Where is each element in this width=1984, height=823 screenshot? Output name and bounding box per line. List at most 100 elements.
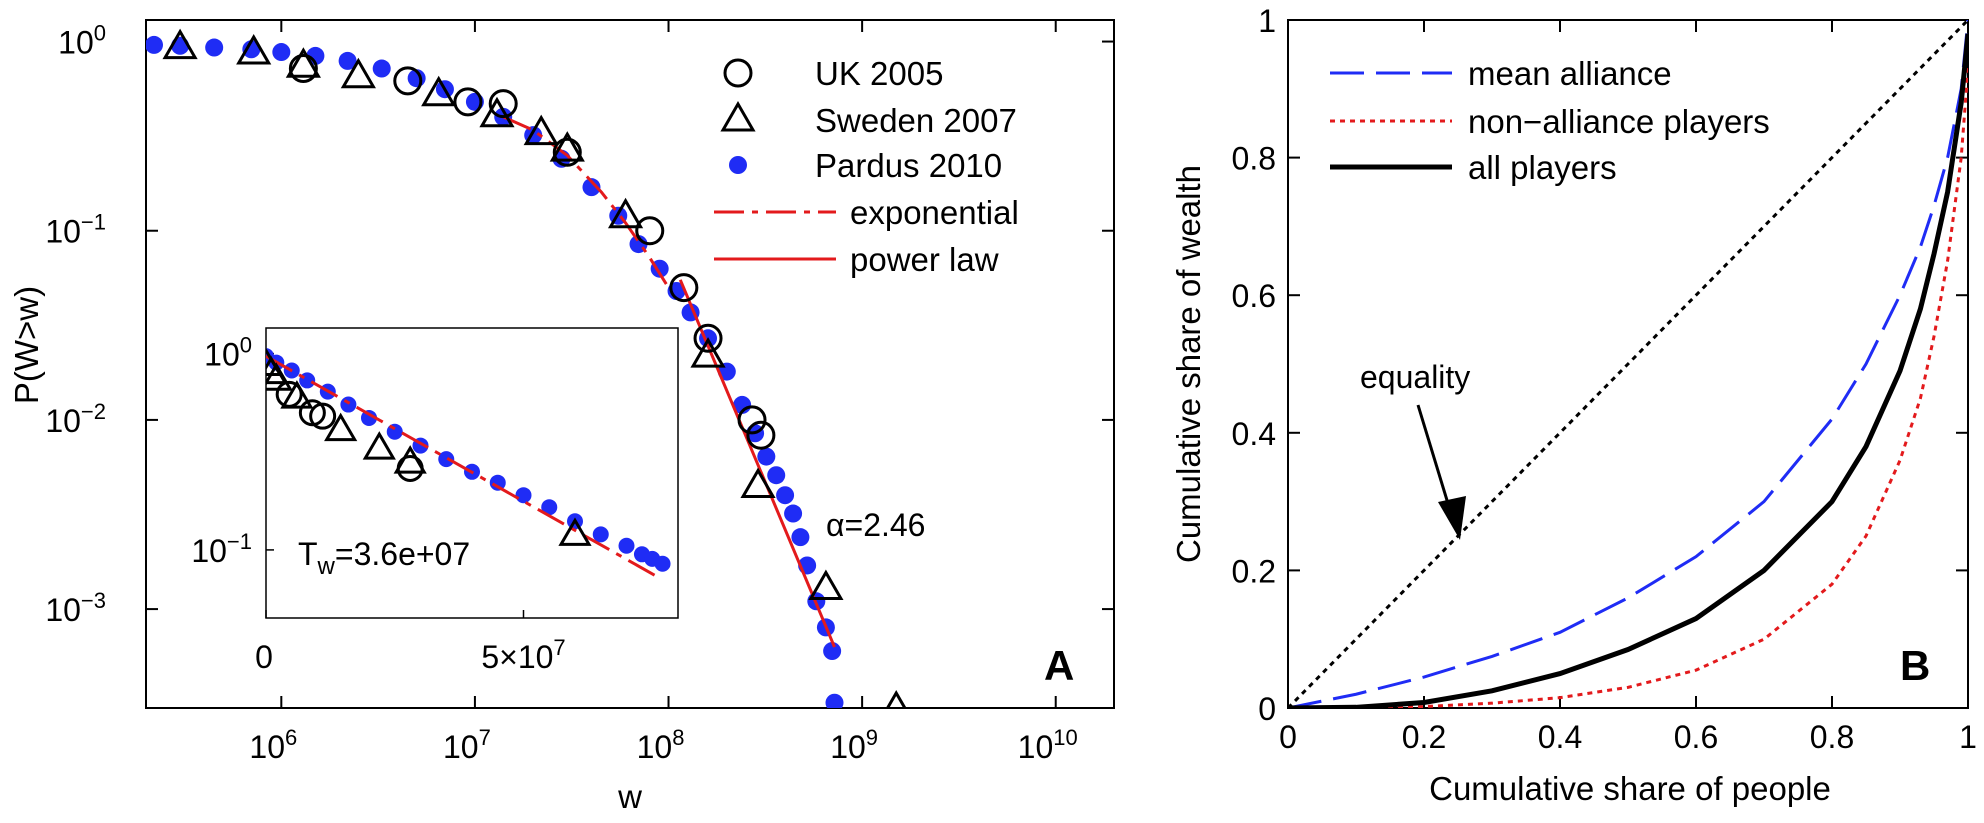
- x-tick-label: 108: [637, 725, 685, 765]
- legend-label-pardus-2010: Pardus 2010: [815, 147, 1002, 184]
- panel-a-legend: UK 2005 Sweden 2007 Pardus 2010 exponent…: [714, 55, 1019, 278]
- b-x-tick-label: 0.6: [1674, 719, 1718, 755]
- inset-y-tick-label: 100: [204, 333, 252, 373]
- x-tick-label: 106: [249, 725, 297, 765]
- uk-2005-point: [746, 420, 776, 450]
- sweden-2007-point: [808, 569, 844, 601]
- inset-pardus-point: [340, 396, 357, 413]
- uk-2005-point: [488, 89, 518, 119]
- mean-alliance-line: [1288, 20, 1968, 708]
- legend-label-power-law: power law: [850, 241, 999, 278]
- panel-a-ticks: 106 107 108 109 1010 100 10−1 10−2 10−3: [45, 20, 1114, 765]
- uk-2005-point: [737, 405, 767, 435]
- legend-label-all-players: all players: [1468, 149, 1617, 186]
- uk-2005-point: [552, 137, 582, 167]
- inset-pardus-point: [592, 526, 609, 543]
- sweden-2007-point: [523, 114, 559, 146]
- pardus-2010-point: [823, 642, 842, 661]
- inset-ticks: 0 5×107 100 10−1: [191, 333, 565, 675]
- y-tick-label: 10−3: [45, 588, 106, 628]
- sweden-2007-point: [740, 467, 776, 499]
- panel-b: 0 0.2 0.4 0.6 0.8 1 0 0.2 0.4 0.6 0.8 1 Cumulative …: [1170, 3, 1977, 807]
- legend-label-uk-2005: UK 2005: [815, 55, 943, 92]
- panel-b-label: B: [1900, 642, 1930, 689]
- panel-b-ticks: 0 0.2 0.4 0.6 0.8 1 0 0.2 0.4 0.6 0.8 1: [1232, 3, 1977, 755]
- panel-a-label: A: [1044, 642, 1074, 689]
- sweden-2007-point: [421, 75, 457, 107]
- y-tick-label: 100: [58, 21, 106, 61]
- b-y-tick-label: 0.8: [1232, 141, 1276, 177]
- x-tick-label: 1010: [1018, 725, 1078, 765]
- pardus-2010-point: [791, 528, 810, 547]
- b-y-tick-label: 1: [1258, 3, 1276, 39]
- non-alliance-players-line: [1288, 68, 1968, 708]
- b-y-tick-label: 0.2: [1232, 553, 1276, 589]
- all-players-line: [1288, 33, 1968, 708]
- inset-pardus-point: [386, 423, 403, 440]
- inset-pardus-point: [489, 474, 506, 491]
- b-x-tick-label: 0: [1279, 719, 1297, 755]
- inset-pardus-point: [438, 451, 455, 468]
- uk-2005-point: [669, 273, 699, 303]
- uk-2005-point: [635, 216, 665, 246]
- inset-exponential-line: [266, 354, 659, 579]
- panel-a: 106 107 108 109 1010 100 10−1 10−2 10−3 w P(W>w)…: [8, 19, 1115, 815]
- sweden-2007-point: [885, 689, 907, 708]
- uk-2005-point: [693, 323, 723, 353]
- sweden-2007-point: [690, 337, 726, 368]
- sweden-2007-point: [479, 96, 515, 128]
- pardus-2010-point: [242, 40, 261, 59]
- panel-a-axes: [145, 19, 1115, 709]
- equality-annotation: equality: [1360, 359, 1470, 395]
- inset-x-tick-label: 0: [255, 639, 273, 675]
- inset-pardus-point: [515, 487, 532, 504]
- legend-marker-pardus-2010: [729, 156, 747, 174]
- inset-x-tick-label: 5×107: [481, 635, 565, 675]
- x-tick-label: 109: [830, 725, 878, 765]
- inset-sweden-point: [393, 445, 427, 474]
- y-tick-label: 10−2: [45, 399, 106, 439]
- inset-sweden-point: [266, 362, 293, 391]
- uk-2005-point: [288, 54, 318, 84]
- uk-2005-point: [393, 66, 423, 96]
- inset-sweden-point: [324, 412, 358, 442]
- panel-b-x-axis-label: Cumulative share of people: [1429, 770, 1831, 807]
- sweden-2007-point: [162, 28, 198, 60]
- pardus-2010-point: [784, 504, 803, 523]
- inset-sweden-point: [558, 517, 592, 546]
- pardus-2010-point: [825, 693, 844, 708]
- uk-2005-point: [453, 87, 483, 117]
- legend-label-sweden-2007: Sweden 2007: [815, 102, 1017, 139]
- legend-label-non-alliance: non−alliance players: [1468, 103, 1770, 140]
- b-x-tick-label: 1: [1959, 719, 1977, 755]
- panel-b-legend: mean alliance non−alliance players all p…: [1330, 55, 1770, 186]
- inset-pardus-point: [541, 499, 558, 516]
- pardus-2010-point: [171, 36, 190, 55]
- equality-arrow: [1416, 404, 1466, 540]
- b-x-tick-label: 0.2: [1402, 719, 1446, 755]
- pardus-2010-point: [767, 466, 786, 485]
- x-tick-label: 107: [443, 725, 491, 765]
- pardus-2010-point: [272, 43, 291, 62]
- alpha-annotation: α=2.46: [826, 507, 925, 543]
- panel-a-inset: 0 5×107 100 10−1 Tw=3.6e+07: [191, 327, 679, 675]
- pardus-2010-point: [582, 178, 601, 197]
- pardus-2010-point: [205, 38, 224, 57]
- inset-pardus-point: [654, 555, 671, 572]
- b-x-tick-label: 0.4: [1538, 719, 1582, 755]
- pardus-2010-point: [776, 486, 795, 505]
- exponential-fit-line: [502, 115, 670, 289]
- pardus-2010-point: [372, 59, 391, 78]
- sweden-2007-point: [236, 34, 272, 65]
- legend-label-exponential: exponential: [850, 194, 1019, 231]
- sweden-2007-point: [340, 57, 376, 89]
- power-law-fit-line: [678, 279, 836, 648]
- sweden-2007-point: [607, 197, 644, 229]
- b-y-tick-label: 0: [1258, 691, 1276, 727]
- sweden-2007-point: [285, 47, 321, 78]
- inset-pardus-point: [618, 537, 635, 554]
- inset-sweden-point: [280, 380, 314, 409]
- pardus-2010-point: [338, 51, 357, 70]
- inset-sweden-point: [362, 431, 396, 460]
